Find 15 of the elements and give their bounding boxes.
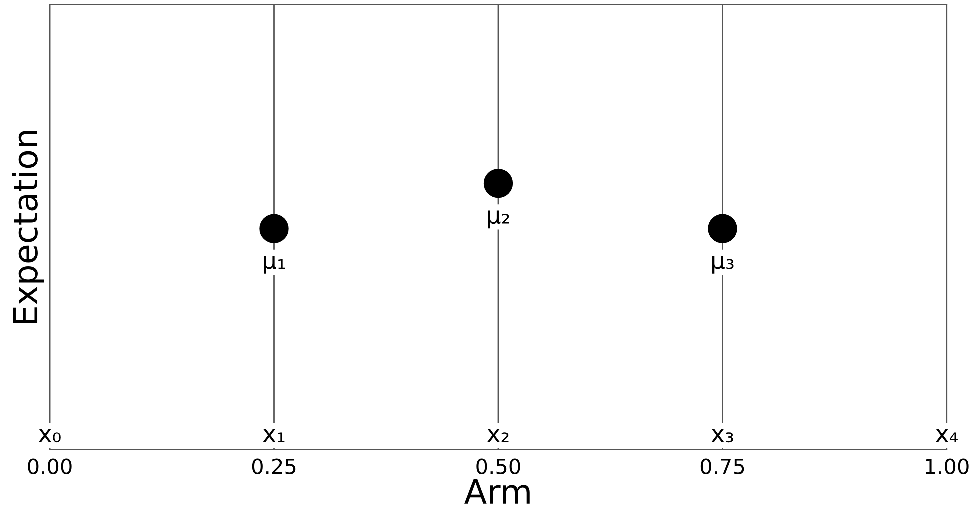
x-tick-label: 0.25 [252,458,296,474]
y-axis-title: Expectation [12,131,44,324]
x-tick-label: 0.75 [700,458,744,474]
ref-line-label: x₃ [712,429,734,443]
ref-line-label: x₄ [936,429,958,442]
x-axis-title: Arm [464,480,530,504]
x-tick-label: 0.50 [476,458,520,474]
x-tick-label: 1.00 [926,458,969,474]
annotation: μ₁ [264,256,286,274]
ref-line-label: x₀ [38,429,61,443]
annotation: μ₂ [488,210,510,229]
x-tick-label: 0.00 [28,458,72,474]
ref-line-label: x₂ [487,429,509,442]
ref-line-label: x₁ [263,429,285,442]
annotation: μ₃ [712,256,734,274]
